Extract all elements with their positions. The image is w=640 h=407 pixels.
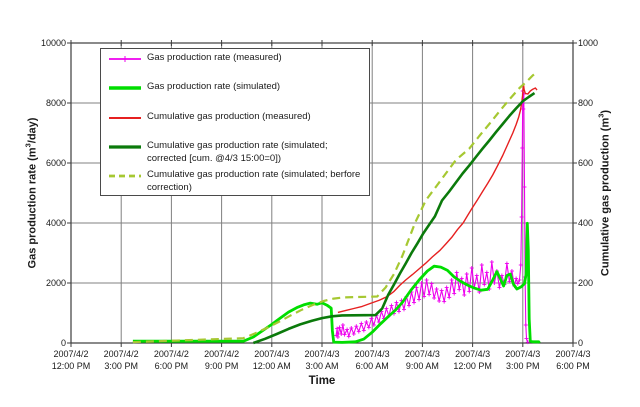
x-tick-date: 2007/4/2 xyxy=(204,349,240,359)
x-axis-tick-label: 2007/4/3 3:00 AM xyxy=(294,349,350,372)
x-tick-time: 6:00 PM xyxy=(154,360,189,371)
legend-label-cumulative_sim_corrected: Cumulative gas production rate (simulate… xyxy=(147,140,328,164)
x-axis-tick-label: 2007/4/2 6:00 PM xyxy=(143,349,199,372)
x-tick-date: 2007/4/2 xyxy=(153,349,189,359)
legend-item-cumulative_sim_corrected: Cumulative gas production rate (simulate… xyxy=(108,140,362,165)
right-axis-title: Cumulative gas production (m3) xyxy=(597,110,612,276)
x-tick-date: 2007/4/3 xyxy=(354,349,390,359)
x-axis-tick-label: 2007/4/2 9:00 PM xyxy=(194,349,250,372)
x-tick-time: 3:00 AM xyxy=(305,360,339,371)
x-axis-tick-label: 2007/4/3 6:00 PM xyxy=(545,349,601,372)
left-axis-title: Gas production rate (m3/day) xyxy=(24,118,39,269)
right-axis-tick-label: 800 xyxy=(578,98,594,108)
x-tick-date: 2007/4/3 xyxy=(304,349,340,359)
x-axis-tick-label: 2007/4/3 6:00 AM xyxy=(344,349,400,372)
x-tick-time: 12:00 PM xyxy=(453,360,492,371)
legend-swatch-cumulative_sim_corrected xyxy=(109,145,141,149)
x-tick-date: 2007/4/3 xyxy=(254,349,290,359)
x-tick-date: 2007/4/3 xyxy=(404,349,440,359)
legend-swatch-cumulative_sim_before xyxy=(109,174,141,178)
x-tick-time: 3:00 PM xyxy=(506,360,540,371)
legend-box: Gas production rate (measured) Gas produc… xyxy=(100,48,370,196)
legend-swatch-measured_rate xyxy=(109,56,141,62)
x-tick-time: 12:00 AM xyxy=(252,360,291,371)
x-tick-date: 2007/4/2 xyxy=(53,349,89,359)
x-axis-tick-label: 2007/4/2 12:00 PM xyxy=(43,349,99,372)
legend-label-simulated_rate: Gas production rate (simulated) xyxy=(147,81,281,92)
x-tick-time: 9:00 AM xyxy=(405,360,439,371)
legend-label-cumulative_sim_before: Cumulative gas production rate (simulate… xyxy=(147,169,361,193)
right-axis-title-text: Cumulative gas production (m xyxy=(599,117,612,277)
x-axis-title: Time xyxy=(308,375,336,387)
x-tick-date: 2007/4/3 xyxy=(555,349,591,359)
legend-label-measured_rate: Gas production rate (measured) xyxy=(147,52,282,63)
x-tick-time: 9:00 PM xyxy=(204,360,239,371)
right-axis-tick-label: 0 xyxy=(578,338,584,348)
x-tick-time: 3:00 PM xyxy=(104,360,138,371)
x-tick-date: 2007/4/2 xyxy=(103,349,139,359)
x-axis-tick-label: 2007/4/3 3:00 PM xyxy=(495,349,551,372)
x-axis-tick-label: 2007/4/2 3:00 PM xyxy=(93,349,149,372)
simulated_rate-line xyxy=(132,221,541,344)
left-axis-tick-label: 6000 xyxy=(45,158,66,168)
left-axis-tick-label: 4000 xyxy=(45,218,66,228)
left-axis-tick-label: 2000 xyxy=(45,278,66,288)
x-tick-time: 6:00 AM xyxy=(355,360,389,371)
legend-item-simulated_rate: Gas production rate (simulated) xyxy=(108,81,362,94)
right-axis-title-sup: 3 xyxy=(596,113,606,118)
legend-swatch-cumulative_measured xyxy=(109,117,141,119)
legend-label-cumulative_measured: Cumulative gas production (measured) xyxy=(147,111,311,122)
x-tick-time: 12:00 PM xyxy=(51,360,91,371)
x-axis-tick-label: 2007/4/3 9:00 AM xyxy=(394,349,450,372)
left-axis-tick-label: 8000 xyxy=(45,98,66,108)
x-tick-time: 6:00 PM xyxy=(556,360,590,371)
right-axis-tick-label: 1000 xyxy=(578,38,599,48)
left-axis-title-text2: /day) xyxy=(26,117,39,144)
x-tick-date: 2007/4/3 xyxy=(505,349,541,359)
x-axis-tick-label: 2007/4/3 12:00 AM xyxy=(244,349,300,372)
legend-swatch-simulated_rate xyxy=(109,86,141,90)
right-axis-tick-label: 200 xyxy=(578,278,594,288)
left-axis-tick-label: 10000 xyxy=(40,38,66,48)
legend-item-measured_rate: Gas production rate (measured) xyxy=(108,52,362,65)
right-axis-tick-label: 400 xyxy=(578,218,594,228)
legend-item-cumulative_sim_before: Cumulative gas production rate (simulate… xyxy=(108,169,362,194)
left-axis-title-sup: 3 xyxy=(23,143,33,148)
right-axis-tick-label: 600 xyxy=(578,158,594,168)
cumulative_sim_before-line xyxy=(132,70,539,344)
x-tick-date: 2007/4/3 xyxy=(455,349,491,359)
left-axis-tick-label: 0 xyxy=(60,338,66,348)
legend-item-cumulative_measured: Cumulative gas production (measured) xyxy=(108,111,362,124)
cumulative_sim_corrected-line xyxy=(252,92,536,345)
left-axis-title-text: Gas production rate (m xyxy=(26,147,39,269)
x-axis-tick-label: 2007/4/3 12:00 PM xyxy=(445,349,501,372)
right-axis-title-text2: ) xyxy=(599,109,612,114)
